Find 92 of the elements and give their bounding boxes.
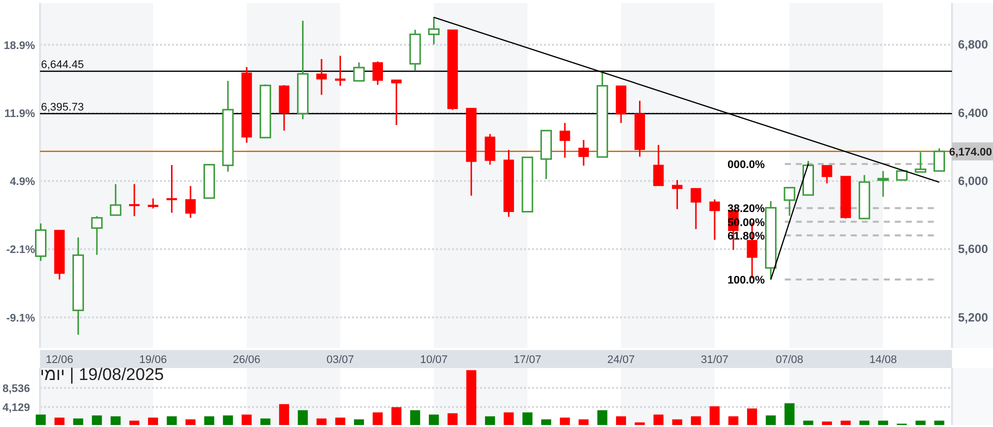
bar	[578, 419, 589, 425]
bar	[822, 422, 832, 425]
candlestick	[709, 198, 720, 241]
bar	[934, 420, 944, 425]
bar	[653, 414, 664, 425]
x-tick-label: 31/07	[700, 354, 728, 366]
candlestick	[353, 62, 365, 82]
bar	[222, 415, 233, 425]
bar	[260, 418, 270, 425]
x-tick-label: 07/08	[776, 354, 804, 366]
candlestick	[91, 215, 103, 256]
bar	[672, 419, 682, 425]
annotation: 38.20%	[727, 203, 766, 216]
bar	[690, 416, 701, 425]
bar	[186, 419, 196, 425]
y2-tick-label: 11.9%	[4, 108, 36, 120]
candlestick	[560, 122, 570, 158]
x-tick-label: 26/06	[232, 354, 260, 366]
bar	[597, 410, 608, 425]
candlestick	[914, 151, 926, 173]
bar	[522, 412, 532, 425]
candlestick	[896, 170, 908, 181]
x-tick-label: 14/08	[869, 354, 897, 366]
y2-tick-label: 18.9%	[4, 40, 36, 52]
candlestick	[148, 198, 158, 210]
x-tick-label: 19/06	[139, 354, 167, 366]
bar	[466, 370, 476, 425]
bar	[784, 403, 795, 425]
candlestick	[166, 164, 178, 214]
bar	[298, 410, 308, 425]
y-tick-label: 6,000	[958, 174, 988, 188]
y2-tick-label: 4.9%	[10, 176, 36, 188]
x-tick-label: 12/06	[46, 354, 74, 366]
annotation: 100.0%	[727, 274, 766, 287]
bar	[372, 412, 383, 425]
bar	[448, 413, 458, 425]
bar	[710, 406, 720, 425]
candlestick	[578, 139, 589, 166]
candlestick	[391, 79, 402, 126]
x-tick-label: 10/07	[420, 354, 448, 366]
bar	[485, 416, 496, 425]
bar	[504, 412, 514, 425]
y2-tick-label: -2.1%	[6, 244, 36, 256]
bar	[766, 415, 776, 425]
candlestick	[672, 179, 682, 210]
ref-line-label: 6,395.73	[41, 102, 84, 114]
candlestick	[129, 183, 140, 217]
bar	[560, 418, 570, 425]
bar	[803, 420, 814, 425]
candlestick	[690, 188, 702, 230]
bar	[279, 404, 290, 425]
candlestick	[335, 55, 346, 87]
bar	[391, 407, 402, 425]
bar	[428, 414, 439, 425]
y2-tick-label: -9.1%	[6, 312, 36, 324]
candlestick	[110, 183, 122, 216]
candlestick	[822, 164, 832, 184]
candlestick	[653, 144, 664, 187]
annotation: 000.0%	[727, 159, 766, 171]
candlestick	[372, 60, 383, 86]
bar	[878, 420, 888, 425]
y-tick-label: 5,200	[958, 310, 988, 324]
bar	[859, 420, 870, 425]
x-tick-label: 17/07	[514, 354, 542, 366]
text: 19/08/2025 | יומי	[40, 365, 164, 385]
bar	[728, 416, 738, 425]
candlestick	[185, 185, 196, 219]
bar	[616, 416, 626, 425]
bar	[316, 418, 327, 425]
candlestick	[484, 133, 496, 166]
ref-line-label: 6,644.45	[41, 59, 84, 72]
bar	[242, 414, 252, 425]
bar	[541, 419, 552, 425]
y-tick-label: 6,800	[958, 38, 988, 52]
bar	[634, 422, 645, 425]
bar	[166, 416, 177, 425]
bar	[916, 420, 926, 425]
y-tick-label: 4,129	[2, 402, 30, 414]
bar	[335, 418, 346, 425]
bar	[354, 419, 364, 425]
candlestick	[934, 148, 946, 172]
y-tick-label: 5,600	[958, 242, 988, 256]
x-tick-label: 03/07	[326, 354, 354, 366]
bar	[747, 408, 758, 425]
x-tick-label: 24/07	[607, 354, 635, 366]
bar	[410, 410, 420, 425]
bar	[840, 420, 851, 425]
bar	[204, 416, 214, 425]
candlestick	[316, 58, 327, 96]
y-tick-label: 6,400	[958, 106, 988, 120]
y-tick-label: 8,536	[2, 382, 30, 395]
ref-line-label: 6,174.00	[949, 146, 992, 158]
